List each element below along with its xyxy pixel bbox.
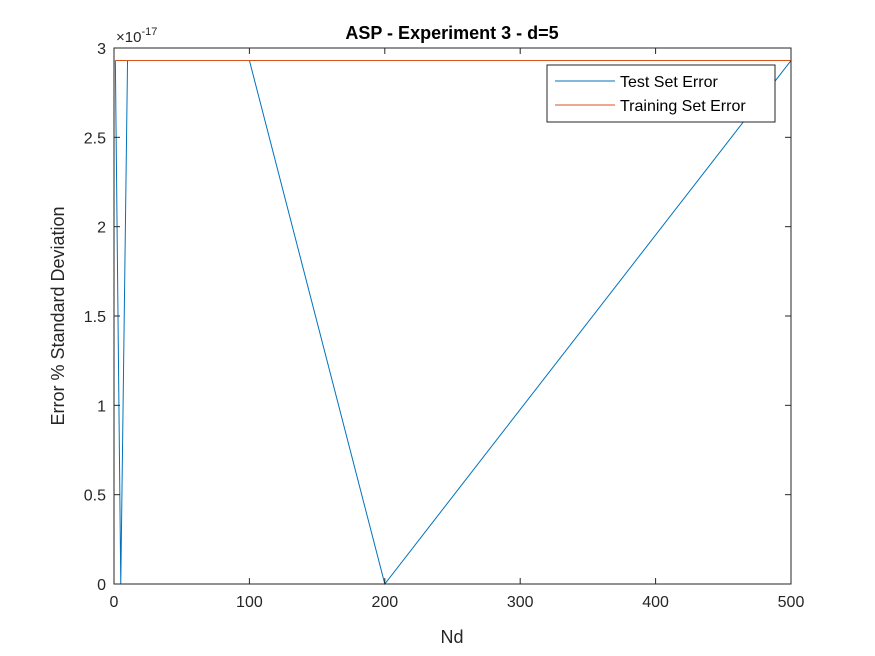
series-layer xyxy=(114,60,792,586)
y-ticks: 0 0.5 1 1.5 2 2.5 3 xyxy=(84,41,791,594)
x-tick-label: 500 xyxy=(778,594,805,611)
y-axis-label: Error % Standard Deviation xyxy=(48,206,68,425)
y-tick-label: 0 xyxy=(97,577,106,594)
x-tick-label: 400 xyxy=(642,594,669,611)
y-tick-label: 3 xyxy=(97,41,106,58)
y-axis-exponent: ×10-17 xyxy=(116,26,157,46)
y-tick-label: 1.5 xyxy=(84,309,106,326)
legend-label-training-set-error: Training Set Error xyxy=(620,98,746,115)
chart-title: ASP - Experiment 3 - d=5 xyxy=(345,23,558,43)
legend: Test Set Error Training Set Error xyxy=(546,64,776,123)
x-axis-label: Nd xyxy=(440,627,463,647)
x-tick-label: 0 xyxy=(110,594,119,611)
legend-label-test-set-error: Test Set Error xyxy=(620,74,718,91)
x-ticks: 0 100 200 300 400 500 xyxy=(110,48,805,611)
x-tick-label: 200 xyxy=(371,594,398,611)
plot-area xyxy=(114,48,791,584)
y-tick-label: 2 xyxy=(97,220,106,237)
y-axis-exponent-power: -17 xyxy=(141,26,157,38)
y-tick-label: 0.5 xyxy=(84,488,106,505)
y-axis-exponent-base: ×10 xyxy=(116,29,141,46)
x-tick-label: 300 xyxy=(507,594,534,611)
y-tick-label: 2.5 xyxy=(84,130,106,147)
x-tick-label: 100 xyxy=(236,594,263,611)
legend-box xyxy=(546,64,776,123)
y-tick-label: 1 xyxy=(97,398,106,415)
